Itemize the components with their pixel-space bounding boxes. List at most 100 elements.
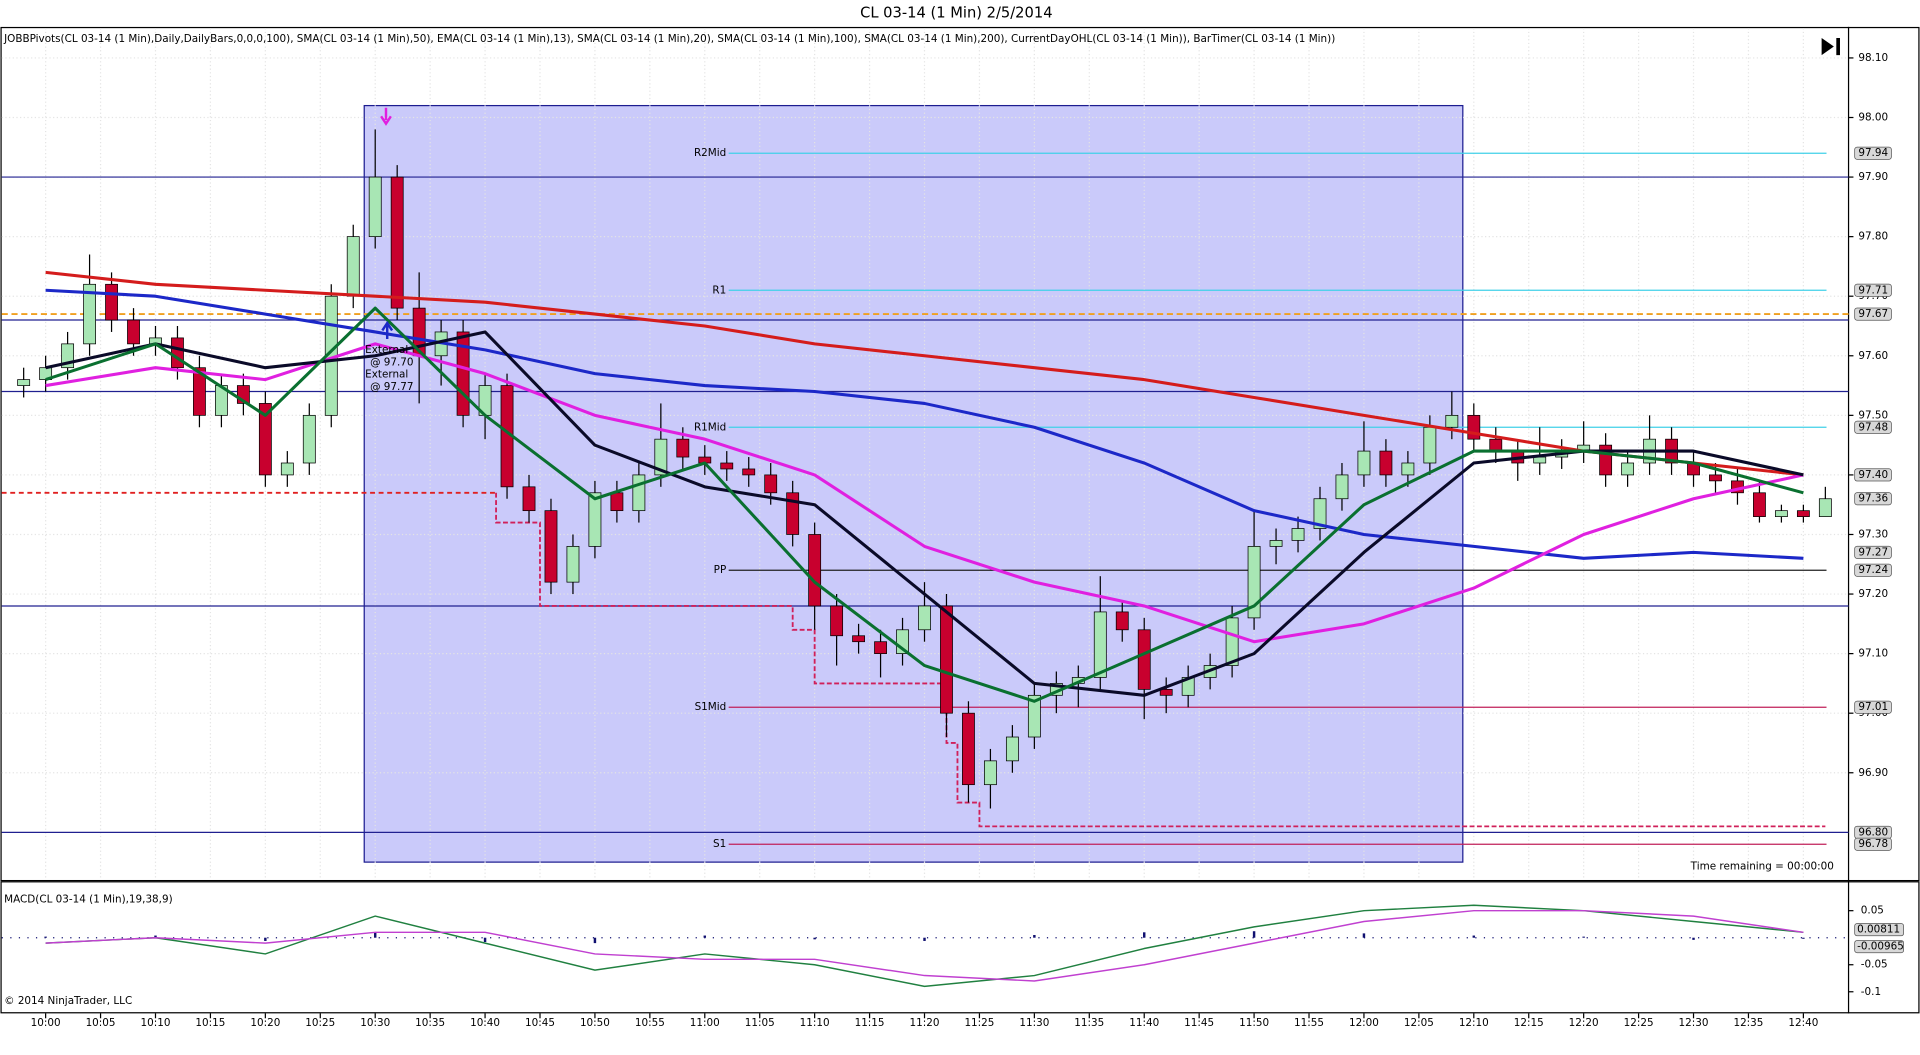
x-tick-label: 10:40 <box>470 1017 500 1029</box>
price-tag <box>1854 700 1892 714</box>
price-tag <box>1854 563 1892 577</box>
moving-average-line <box>45 342 1804 644</box>
value-tag <box>1854 940 1904 954</box>
y-tick-label: 0.05 <box>1861 905 1884 917</box>
macd-line <box>45 909 1804 982</box>
candle-body <box>588 492 602 547</box>
x-tick-label: 11:50 <box>1239 1017 1269 1029</box>
candle-body <box>742 468 756 476</box>
x-tick-label: 10:15 <box>195 1017 225 1029</box>
x-tick-label: 10:10 <box>141 1017 171 1029</box>
candle-body <box>940 605 953 714</box>
x-tick-label: 11:30 <box>1019 1017 1049 1029</box>
candle-body <box>1137 629 1151 690</box>
price-tag-label: 96.80 <box>1858 826 1888 838</box>
y-tick-label: 96.90 <box>1858 767 1888 779</box>
x-tick-label: 10:55 <box>635 1017 665 1029</box>
price-tag-label: 97.27 <box>1858 546 1888 558</box>
candle-body <box>1401 462 1415 476</box>
candle-body <box>1533 456 1547 464</box>
candle-body <box>193 367 206 416</box>
x-tick-label: 12:35 <box>1733 1017 1763 1029</box>
candle-body <box>127 319 140 345</box>
jump-to-end-button[interactable] <box>1821 37 1840 56</box>
moving-average-line <box>45 330 1804 697</box>
candle-body <box>566 546 580 583</box>
candle-body <box>302 414 316 464</box>
price-tag <box>1854 307 1892 321</box>
x-tick-label: 10:35 <box>415 1017 445 1029</box>
pivot-label: R2Mid <box>694 147 726 159</box>
price-tag-label: 97.71 <box>1858 284 1888 296</box>
histogram-bar <box>373 932 377 938</box>
x-tick-label: 10:45 <box>525 1017 555 1029</box>
annotation: @ 97.70 <box>370 356 413 368</box>
moving-average-line <box>45 288 1804 560</box>
x-tick-label: 12:15 <box>1514 1017 1544 1029</box>
plot-layer: 96.9097.0097.1097.2097.3097.4097.5097.60… <box>1 28 1904 1029</box>
price-panel-frame <box>0 26 1920 882</box>
candle-body <box>1423 426 1437 464</box>
chart-title: CL 03-14 (1 Min) 2/5/2014 <box>860 4 1052 21</box>
price-tag-label: 96.78 <box>1858 838 1888 850</box>
y-tick-label: 97.20 <box>1858 588 1888 600</box>
histogram-bar <box>264 937 267 941</box>
pivot-label: PP <box>714 564 727 576</box>
price-tag <box>1854 146 1892 160</box>
pivot-label: S1Mid <box>695 701 727 713</box>
y-tick-label: 97.60 <box>1858 350 1888 362</box>
candle-body <box>1005 736 1019 762</box>
y-tick-label: 97.50 <box>1858 409 1888 421</box>
candle-body <box>280 462 294 476</box>
candle-body <box>456 331 470 416</box>
candle-body <box>544 510 558 583</box>
candle-body <box>1775 510 1788 517</box>
candle-body <box>1796 510 1810 517</box>
time-remaining: Time remaining = 00:00:00 <box>1690 861 1834 873</box>
price-tag-label: 97.40 <box>1858 469 1888 481</box>
histogram-bar <box>483 937 487 943</box>
x-tick-label: 10:50 <box>580 1017 610 1029</box>
candle-body <box>1115 611 1129 631</box>
y-tick-label: 97.90 <box>1858 171 1888 183</box>
candle-body <box>610 492 624 512</box>
candle-body <box>830 605 844 637</box>
x-tick-label: 11:00 <box>690 1017 720 1029</box>
x-tick-label: 11:25 <box>964 1017 994 1029</box>
candle-body <box>654 438 668 476</box>
price-tag <box>1854 283 1892 297</box>
candle-body <box>1489 438 1503 452</box>
histogram-bar <box>154 935 157 938</box>
candle-body <box>808 534 822 607</box>
candle-body <box>171 337 184 369</box>
x-tick-label: 11:20 <box>910 1017 940 1029</box>
candle-body <box>1027 694 1041 738</box>
histogram-bar <box>703 935 707 938</box>
candle-body <box>1379 450 1393 476</box>
candle-body <box>676 438 690 458</box>
pivot-label: S1 <box>713 838 726 850</box>
histogram-bar <box>1252 931 1256 938</box>
value-tag-label: -0.00965 <box>1857 941 1904 953</box>
histogram-bar <box>813 937 816 940</box>
indicators-label: JOBBPivots(CL 03-14 (1 Min),Daily,DailyB… <box>3 33 1335 45</box>
candle-body <box>984 760 997 786</box>
x-tick-label: 12:00 <box>1349 1017 1379 1029</box>
histogram-bar <box>1802 937 1805 939</box>
candle-body <box>1225 617 1239 666</box>
y-tick-label: 97.10 <box>1858 648 1888 660</box>
candle-body <box>1247 546 1261 619</box>
x-tick-label: 11:35 <box>1074 1017 1104 1029</box>
price-tag <box>1854 468 1892 482</box>
candle-body <box>17 379 31 386</box>
x-tick-label: 12:05 <box>1404 1017 1434 1029</box>
price-tag-label: 97.36 <box>1858 493 1888 505</box>
x-tick-label: 10:25 <box>305 1017 335 1029</box>
price-tag-label: 97.01 <box>1858 701 1888 713</box>
sell-arrow <box>380 107 392 126</box>
annotation: External <box>365 369 408 381</box>
histogram-bar <box>1582 936 1585 938</box>
price-tag <box>1854 492 1892 506</box>
histogram-bar <box>923 937 926 941</box>
